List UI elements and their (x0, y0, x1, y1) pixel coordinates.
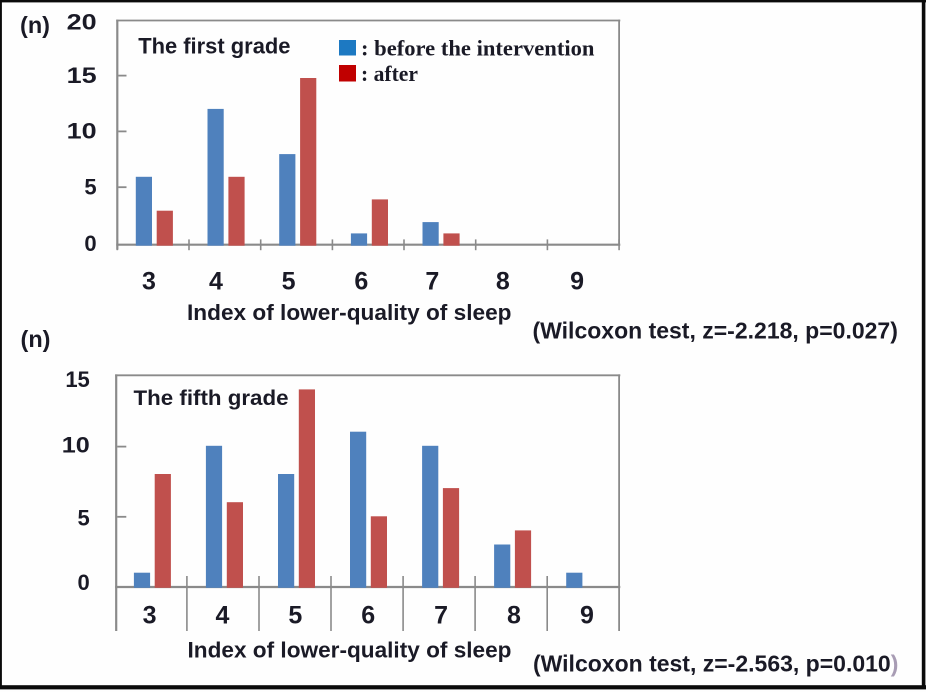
svg-text:9: 9 (570, 268, 584, 296)
svg-text:9: 9 (580, 602, 594, 630)
svg-text:Index of lower-quality of slee: Index of lower-quality of sleep (187, 300, 512, 325)
svg-text:5: 5 (288, 602, 302, 630)
svg-text:4: 4 (215, 602, 229, 630)
svg-text:Index of lower-quality of slee: Index of lower-quality of sleep (188, 638, 512, 663)
svg-text:0: 0 (78, 570, 90, 595)
svg-text:10: 10 (67, 119, 97, 144)
svg-text:4: 4 (209, 268, 223, 296)
svg-text:10: 10 (62, 433, 90, 458)
svg-text:15: 15 (67, 63, 97, 88)
svg-text:(Wilcoxon test, z=-2.563, p=0.: (Wilcoxon test, z=-2.563, p=0.010) (533, 650, 898, 676)
svg-text:: after: : after (361, 61, 418, 86)
svg-text:0: 0 (84, 231, 96, 256)
svg-text:15: 15 (65, 367, 89, 392)
svg-text:(n): (n) (21, 326, 51, 352)
svg-text:6: 6 (361, 602, 375, 630)
svg-text:5: 5 (78, 505, 90, 530)
svg-text:The first grade: The first grade (138, 33, 290, 58)
svg-text:7: 7 (425, 268, 439, 296)
svg-text:(Wilcoxon test, z=-2.218, p=0.: (Wilcoxon test, z=-2.218, p=0.027) (533, 317, 898, 343)
svg-text:: before the intervention: : before the intervention (361, 35, 595, 60)
svg-text:5: 5 (282, 268, 296, 296)
svg-text:5: 5 (84, 174, 96, 199)
svg-text:20: 20 (67, 9, 97, 34)
svg-text:(n): (n) (20, 12, 50, 38)
svg-text:The fifth grade: The fifth grade (134, 386, 289, 410)
svg-text:7: 7 (434, 602, 448, 630)
svg-text:8: 8 (507, 602, 521, 630)
svg-text:6: 6 (354, 268, 368, 296)
svg-text:3: 3 (143, 602, 157, 630)
svg-text:8: 8 (496, 268, 510, 296)
svg-text:3: 3 (142, 268, 156, 296)
